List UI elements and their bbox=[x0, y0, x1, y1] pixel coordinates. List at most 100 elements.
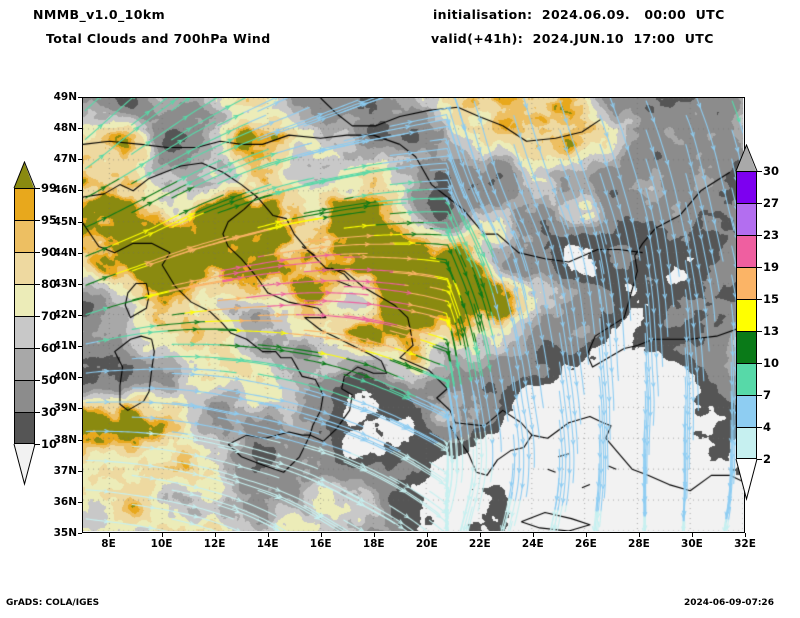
x-tick-mark bbox=[267, 533, 269, 537]
colorbar-separator bbox=[736, 363, 757, 364]
colorbar-tick bbox=[35, 380, 40, 381]
x-tick-label: 12E bbox=[203, 538, 226, 550]
y-tick-label: 39N bbox=[53, 402, 77, 415]
y-tick-label: 40N bbox=[53, 371, 77, 384]
y-tick-mark bbox=[78, 408, 82, 410]
colorbar-band bbox=[14, 316, 35, 349]
colorbar-band bbox=[14, 348, 35, 381]
colorbar-band bbox=[736, 299, 757, 332]
x-tick-mark bbox=[373, 533, 375, 537]
colorbar-top-arrow-outline bbox=[13, 161, 36, 189]
colorbar-tick bbox=[35, 412, 40, 413]
colorbar-tick bbox=[35, 252, 40, 253]
x-tick-mark bbox=[161, 533, 163, 537]
y-tick-label: 35N bbox=[53, 527, 77, 539]
x-tick-mark bbox=[479, 533, 481, 537]
colorbar-tick bbox=[757, 395, 762, 396]
colorbar-label: 27 bbox=[763, 196, 780, 210]
initialisation-time: initialisation: 2024.06.09. 00:00 UTC bbox=[433, 7, 725, 22]
x-tick-mark bbox=[426, 533, 428, 537]
colorbar-separator bbox=[14, 252, 35, 253]
x-tick-label: 32E bbox=[734, 538, 756, 550]
colorbar-bottom-arrow-outline bbox=[735, 459, 758, 501]
colorbar-label: 10 bbox=[763, 356, 780, 370]
y-tick-mark bbox=[78, 439, 82, 441]
y-tick-label: 43N bbox=[53, 277, 77, 290]
x-tick-mark bbox=[638, 533, 640, 537]
colorbar-separator bbox=[14, 380, 35, 381]
colorbar-tick bbox=[757, 363, 762, 364]
colorbar-tick bbox=[35, 284, 40, 285]
colorbar-tick bbox=[35, 220, 40, 221]
colorbar-tick bbox=[35, 348, 40, 349]
y-tick-mark bbox=[78, 533, 82, 534]
wind-speed-colorbar bbox=[736, 171, 757, 460]
colorbar-band bbox=[736, 427, 757, 460]
colorbar-band bbox=[736, 395, 757, 428]
colorbar-top-arrow-outline bbox=[735, 144, 758, 172]
colorbar-separator bbox=[736, 267, 757, 268]
x-tick-mark bbox=[320, 533, 322, 537]
colorbar-tick bbox=[757, 427, 762, 428]
colorbar-tick bbox=[757, 267, 762, 268]
y-tick-label: 36N bbox=[53, 495, 77, 508]
x-tick-mark bbox=[532, 533, 534, 537]
x-tick-label: 24E bbox=[521, 538, 544, 550]
colorbar-band bbox=[14, 220, 35, 253]
colorbar-separator bbox=[14, 348, 35, 349]
y-tick-mark bbox=[78, 283, 82, 285]
colorbar-label: 23 bbox=[763, 228, 780, 242]
y-tick-mark bbox=[78, 159, 82, 161]
colorbar-separator bbox=[736, 203, 757, 204]
colorbar-band bbox=[14, 284, 35, 317]
colorbar-tick bbox=[757, 299, 762, 300]
colorbar-label: 70 bbox=[41, 309, 58, 323]
colorbar-band bbox=[14, 380, 35, 413]
y-tick-mark bbox=[78, 252, 82, 254]
colorbar-bottom-arrow bbox=[14, 444, 34, 484]
y-tick-label: 48N bbox=[53, 122, 77, 135]
colorbar-label: 90 bbox=[41, 245, 58, 259]
y-tick-label: 42N bbox=[53, 309, 77, 321]
colorbar-label: 30 bbox=[763, 164, 780, 178]
x-tick-label: 14E bbox=[256, 538, 279, 550]
y-tick-mark bbox=[78, 128, 82, 130]
colorbar-label: 50 bbox=[41, 373, 58, 387]
colorbar-band bbox=[736, 235, 757, 268]
model-title: NMMB_v1.0_10km bbox=[33, 7, 165, 22]
colorbar-label: 99 bbox=[41, 181, 58, 195]
generated-stamp: 2024-06-09-07:26 bbox=[684, 598, 774, 608]
x-tick-label: 28E bbox=[628, 538, 650, 550]
colorbar-label: 95 bbox=[41, 213, 58, 227]
colorbar-band bbox=[736, 171, 757, 204]
x-tick-label: 10E bbox=[150, 538, 173, 550]
x-tick-label: 16E bbox=[309, 538, 332, 550]
colorbar-band bbox=[736, 267, 757, 300]
colorbar-label: 80 bbox=[41, 277, 58, 291]
y-tick-mark bbox=[78, 221, 82, 223]
colorbar-label: 4 bbox=[763, 420, 772, 434]
y-tick-label: 37N bbox=[53, 464, 77, 477]
map-plot-area bbox=[82, 97, 745, 533]
y-tick-label: 47N bbox=[53, 153, 77, 166]
colorbar-label: 30 bbox=[41, 405, 58, 419]
x-tick-label: 20E bbox=[415, 538, 438, 550]
y-tick-mark bbox=[78, 97, 82, 98]
colorbar-label: 7 bbox=[763, 388, 772, 402]
colorbar-label: 15 bbox=[763, 292, 780, 306]
y-tick-mark bbox=[78, 346, 82, 348]
y-tick-mark bbox=[78, 501, 82, 503]
colorbar-band bbox=[14, 412, 35, 445]
grads-credit: GrADS: COLA/IGES bbox=[6, 598, 100, 608]
colorbar-separator bbox=[736, 331, 757, 332]
colorbar-tick bbox=[757, 331, 762, 332]
x-tick-label: 18E bbox=[362, 538, 385, 550]
colorbar-band bbox=[736, 203, 757, 236]
colorbar-label: 10 bbox=[41, 437, 58, 451]
colorbar-tick bbox=[757, 459, 762, 460]
y-tick-label: 44N bbox=[53, 246, 77, 259]
map-field-canvas bbox=[83, 98, 743, 531]
y-tick-label: 41N bbox=[53, 340, 77, 353]
colorbar-separator bbox=[736, 235, 757, 236]
